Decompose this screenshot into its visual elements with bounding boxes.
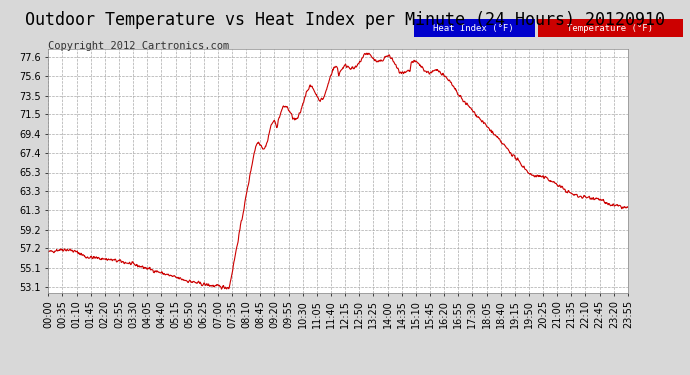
Text: Copyright 2012 Cartronics.com: Copyright 2012 Cartronics.com	[48, 41, 230, 51]
Text: Heat Index (°F): Heat Index (°F)	[433, 24, 513, 33]
Text: Outdoor Temperature vs Heat Index per Minute (24 Hours) 20120910: Outdoor Temperature vs Heat Index per Mi…	[25, 11, 665, 29]
FancyBboxPatch shape	[538, 19, 683, 38]
Text: Temperature (°F): Temperature (°F)	[567, 24, 653, 33]
FancyBboxPatch shape	[414, 19, 535, 38]
